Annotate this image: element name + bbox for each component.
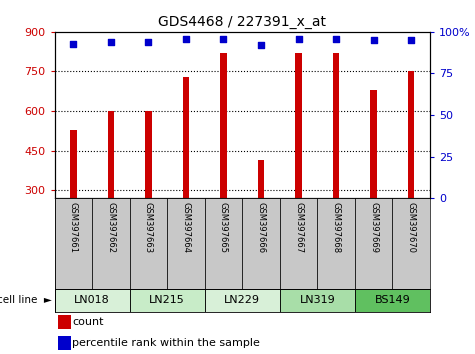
Text: LN018: LN018 [74,295,110,305]
Bar [55,289,130,312]
Bar [182,77,190,198]
Text: GSM397668: GSM397668 [332,202,341,253]
Text: GSM397670: GSM397670 [407,202,416,253]
Point [107,39,115,45]
Text: cell line  ►: cell line ► [0,295,52,305]
Point [219,36,227,41]
Text: percentile rank within the sample: percentile rank within the sample [72,338,260,348]
Text: BS149: BS149 [374,295,410,305]
Bar [70,130,77,198]
Bar [392,198,430,289]
Text: GSM397661: GSM397661 [69,202,78,253]
Bar [145,111,152,198]
Text: count: count [72,317,104,327]
Bar [295,53,302,198]
Bar [130,289,205,312]
Title: GDS4468 / 227391_x_at: GDS4468 / 227391_x_at [158,16,326,29]
Bar [220,53,227,198]
Bar [280,198,317,289]
Bar [205,289,280,312]
Text: GSM397662: GSM397662 [106,202,115,253]
Bar [355,198,392,289]
Text: LN229: LN229 [224,295,260,305]
Bar [408,72,415,198]
Point [332,36,340,41]
Bar [205,198,242,289]
Bar [242,198,280,289]
Bar [55,198,92,289]
Bar [257,160,265,198]
Point [69,41,77,46]
Bar [280,289,355,312]
Text: GSM397664: GSM397664 [181,202,190,253]
Bar [370,90,377,198]
Point [370,37,377,43]
Text: GSM397667: GSM397667 [294,202,303,253]
Bar [130,198,167,289]
Point [257,42,265,48]
Bar [317,198,355,289]
Text: LN319: LN319 [299,295,335,305]
Point [182,36,190,41]
Text: GSM397666: GSM397666 [256,202,266,253]
Text: GSM397665: GSM397665 [219,202,228,253]
Text: GSM397669: GSM397669 [369,202,378,253]
Bar [355,289,430,312]
Point [294,36,302,41]
Bar [332,53,340,198]
Text: GSM397663: GSM397663 [144,202,153,253]
Text: LN215: LN215 [149,295,185,305]
Bar [58,315,71,329]
Bar [107,111,114,198]
Point [407,37,415,43]
Point [144,39,152,45]
Bar [92,198,130,289]
Bar [58,336,71,350]
Bar [167,198,205,289]
